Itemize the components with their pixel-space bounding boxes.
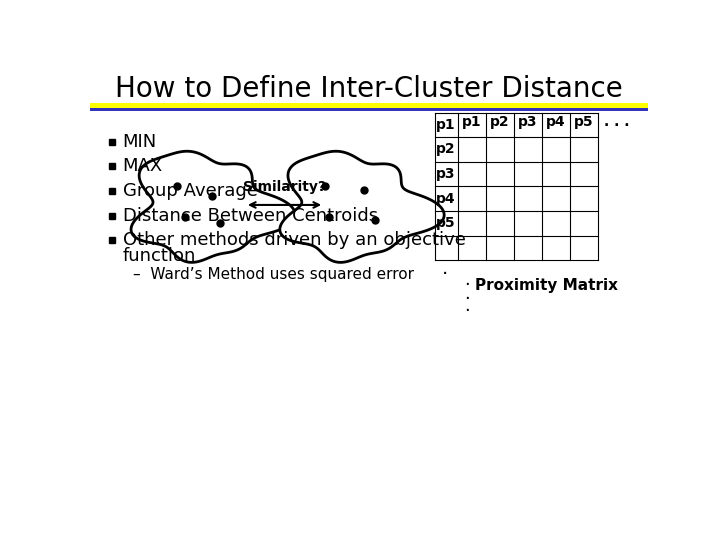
Text: ·: · [464,276,470,294]
Text: –  Ward’s Method uses squared error: – Ward’s Method uses squared error [133,267,415,282]
Text: How to Define Inter-Cluster Distance: How to Define Inter-Cluster Distance [115,76,623,104]
Bar [90,108,648,111]
Text: MAX: MAX [122,158,163,176]
Text: MIN: MIN [122,133,157,151]
Text: Other methods driven by an objective: Other methods driven by an objective [122,231,465,249]
Text: . . .: . . . [604,116,629,130]
Text: p3: p3 [436,167,455,181]
Polygon shape [280,151,444,262]
Text: Similarity?: Similarity? [243,180,326,194]
Text: ·: · [464,290,470,308]
Text: function: function [122,247,196,265]
Text: ·: · [464,302,470,320]
Text: p2: p2 [436,143,455,157]
Text: p1: p1 [462,116,482,130]
Polygon shape [131,151,295,262]
Text: Group Average: Group Average [122,182,258,200]
Text: Proximity Matrix: Proximity Matrix [475,278,618,293]
Text: p4: p4 [436,192,455,206]
Text: p3: p3 [518,116,538,130]
Text: p1: p1 [436,118,455,132]
Text: .: . [442,259,449,278]
Text: p4: p4 [546,116,566,130]
Text: p5: p5 [436,217,455,231]
Text: p2: p2 [490,116,510,130]
Text: Distance Between Centroids: Distance Between Centroids [122,207,378,225]
Text: p5: p5 [574,116,593,130]
Bar [90,103,648,108]
